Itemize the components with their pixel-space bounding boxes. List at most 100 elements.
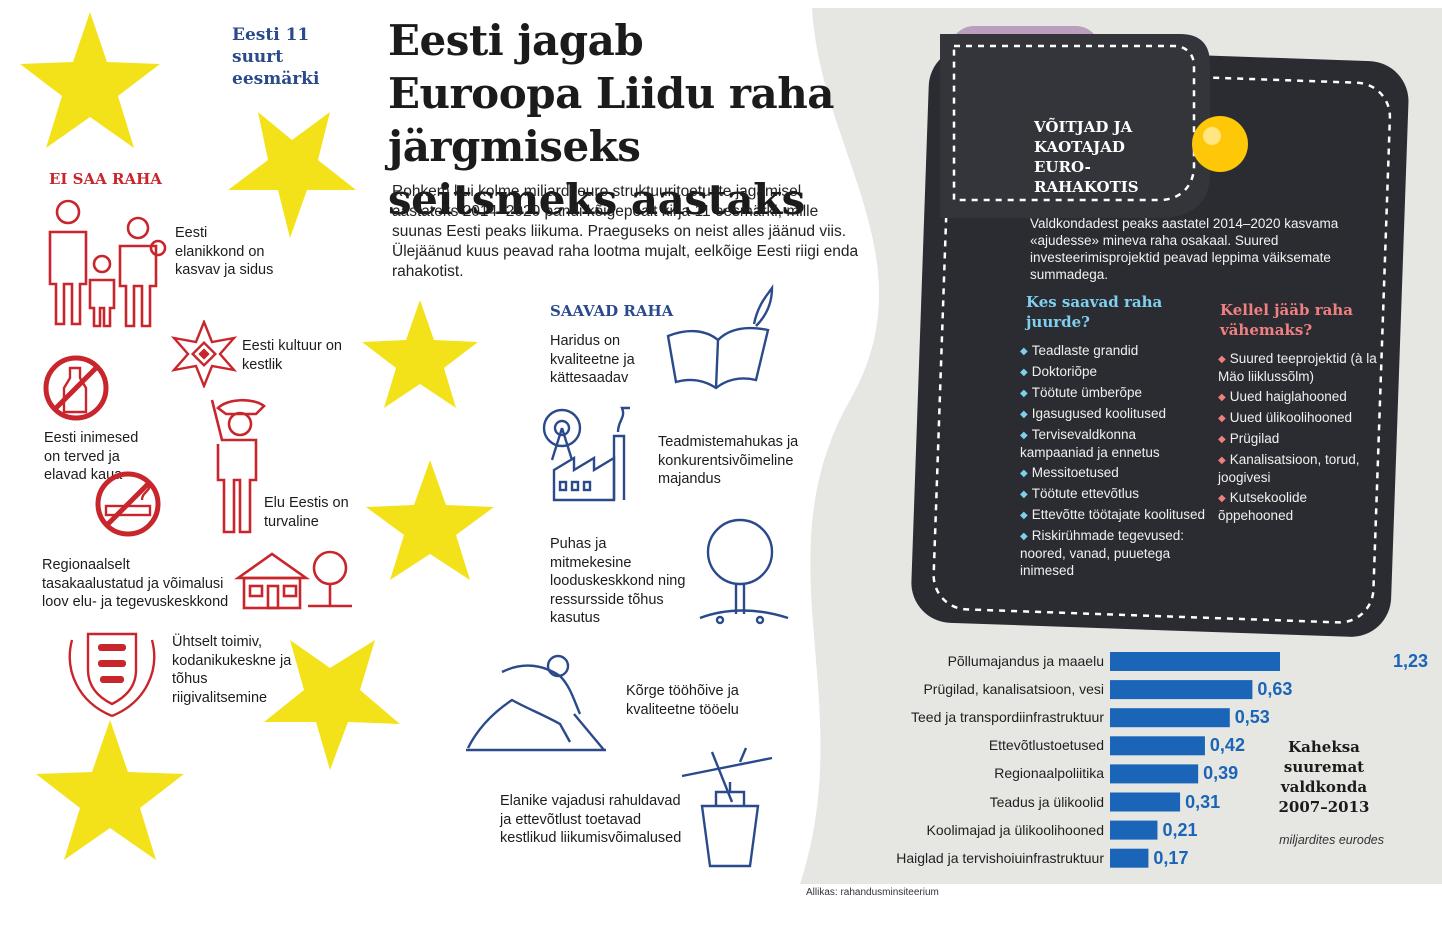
star-icon	[228, 112, 356, 238]
bullet-icon: ◆	[1218, 493, 1226, 504]
no-money-item: Ühtselt toimiv, kodanikukeskne ja tõhus …	[172, 634, 292, 706]
no-alcohol-icon	[43, 355, 109, 421]
bullet-icon: ◆	[1020, 346, 1028, 357]
bar	[1110, 736, 1205, 756]
bar-category-label: Koolimajad ja ülikoolihooned	[926, 821, 1104, 838]
wallet-list-item: ◆ Doktoriõpe	[1020, 363, 1210, 381]
intro-text: Rohkem kui kolme miljardi euro struktuur…	[392, 183, 859, 280]
no-money-item: Elu Eestis on turvaline	[264, 495, 349, 530]
star-icon	[362, 300, 478, 408]
wallet-list-item: ◆ Uued haiglahooned	[1218, 388, 1383, 406]
get-money-item: Kõrge tööhõive ja kvaliteetne tööelu	[626, 683, 739, 718]
bar	[1110, 652, 1280, 671]
get-money-item: Elanike vajadusi rahuldavad ja ettevõtlu…	[500, 793, 682, 846]
police-icon	[210, 398, 266, 534]
bar	[1110, 764, 1199, 784]
no-money-item: Eesti elanikkond on kasvav ja sidus	[175, 225, 274, 278]
bar-category-label: Haiglad ja tervishoiuinfrastruktuur	[896, 849, 1104, 866]
wallet-list-item: ◆ Uued ülikoolihooned	[1218, 409, 1383, 427]
factory-icon	[542, 406, 630, 502]
wallet-list-item: ◆ Suured teeprojektid (à la Mäo liiklussõ…	[1218, 350, 1383, 385]
winners-heading: Kes saavad raha juurde?	[1026, 293, 1163, 331]
bar-value-label: 0,42	[1209, 735, 1245, 756]
book-icon	[666, 284, 774, 390]
bar-category-label: Põllumajandus ja maaelu	[947, 653, 1104, 669]
wallet-list-item: ◆ Kanalisatsioon, torud, joogivesi	[1218, 451, 1383, 486]
wallet-list-text: Kutsekoolide õppehooned	[1218, 490, 1308, 523]
bullet-icon: ◆	[1020, 531, 1028, 542]
get-money-heading: SAAVAD RAHA	[550, 302, 674, 320]
family-icon	[48, 199, 167, 328]
chart-unit: miljardites eurodes	[1279, 833, 1384, 847]
bullet-icon: ◆	[1218, 455, 1226, 466]
bar-value-label: 0,39	[1203, 763, 1239, 784]
bar-value-label: 0,31	[1185, 791, 1221, 812]
bar	[1110, 792, 1181, 812]
wallet-list-item: ◆ Ettevõtte töötajate koolitused	[1020, 506, 1210, 524]
bar	[1110, 708, 1230, 728]
no-money-item: Eesti kultuur on kestlik	[242, 338, 342, 373]
wallet-list-text: Riskirühmade tegevused: noored, vanad, p…	[1020, 528, 1185, 578]
wallet-list-item: ◆ Prügilad	[1218, 430, 1383, 448]
goals-label: Eesti 11 suurt eesmärki	[232, 25, 320, 89]
wallet-list-text: Igasugused koolitused	[1031, 406, 1167, 421]
wallet-list-text: Uued ülikoolihooned	[1229, 410, 1353, 425]
star-icon	[20, 12, 160, 148]
bar	[1110, 848, 1149, 868]
get-money-item: Teadmistemahukas ja konkurentsivõimeline…	[658, 434, 799, 487]
bullet-icon: ◆	[1218, 434, 1226, 445]
tree-icon	[699, 518, 789, 625]
wallet-list-text: Ettevõtte töötajate koolitused	[1031, 507, 1206, 522]
bar-value-label: 0,21	[1162, 819, 1198, 840]
get-money-item: Puhas ja mitmekesine looduskeskkond ning…	[550, 536, 686, 626]
bar	[1110, 820, 1158, 840]
bar-value-label: 0,17	[1153, 847, 1189, 868]
wallet-title: VÕITJAD JA KAOTAJAD EURO-RAHAKOTIS	[1034, 118, 1139, 196]
star-icon	[36, 720, 184, 860]
winners-list: ◆ Teadlaste grandid ◆ Doktoriõpe ◆ Töötute üm…	[1020, 342, 1210, 582]
bullet-icon: ◆	[1218, 392, 1226, 403]
transport-icon	[681, 747, 773, 868]
bar-value-label: 1,23	[1393, 651, 1429, 671]
bar-category-label: Teadus ja ülikoolid	[989, 793, 1104, 810]
no-money-heading: EI SAA RAHA	[49, 170, 162, 188]
wallet-list-item: ◆ Riskirühmade tegevused: noored, vanad, …	[1020, 527, 1210, 579]
no-money-item: Regionaalselt tasakaalustatud ja võimalu…	[42, 557, 229, 610]
wallet-list-text: Uued haiglahooned	[1229, 389, 1347, 404]
bar-category-label: Ettevõtlustoetused	[988, 737, 1104, 754]
bar-category-label: Prügilad, kanalisatsioon, vesi	[923, 681, 1104, 698]
bullet-icon: ◆	[1020, 367, 1028, 378]
wallet-list-item: ◆ Töötute ümberõpe	[1020, 384, 1210, 402]
worker-icon	[466, 654, 606, 752]
bullet-icon: ◆	[1020, 468, 1028, 479]
bar	[1110, 680, 1253, 700]
wallet-button-icon	[1192, 116, 1248, 172]
bullet-icon: ◆	[1218, 413, 1226, 424]
wallet-graphic	[911, 26, 1409, 637]
wallet-list-item: ◆ Teadlaste grandid	[1020, 342, 1210, 360]
wallet-list-text: Suured teeprojektid (à la Mäo liiklussõl…	[1218, 351, 1377, 384]
wallet-list-text: Kanalisatsioon, torud, joogivesi	[1218, 452, 1360, 485]
bar-chart	[1110, 652, 1280, 868]
bullet-icon: ◆	[1020, 388, 1028, 399]
coat-of-arms-icon	[68, 632, 156, 718]
wallet-list-text: Töötute ümberõpe	[1031, 385, 1143, 400]
bullet-icon: ◆	[1020, 489, 1028, 500]
page-title: Eesti jagab Euroopa Liidu raha järgmisek…	[388, 16, 834, 224]
no-smoking-icon	[95, 471, 161, 537]
wallet-text: Valdkondadest peaks aastatel 2014–2020 k…	[1030, 216, 1339, 282]
bar-category-label: Regionaalpoliitika	[994, 765, 1104, 782]
losers-heading: Kellel jääb raha vähemaks?	[1220, 301, 1353, 339]
wallet-list-text: Tervisevaldkonna kampaaniad ja ennetus	[1020, 427, 1160, 460]
wallet-list-text: Teadlaste grandid	[1031, 343, 1139, 358]
losers-list: ◆ Suured teeprojektid (à la Mäo liiklussõ…	[1218, 350, 1383, 527]
bullet-icon: ◆	[1218, 354, 1226, 365]
wallet-list-text: Doktoriõpe	[1031, 364, 1097, 379]
bullet-icon: ◆	[1020, 430, 1028, 441]
chart-title: Kaheksa suuremat valdkonda 2007–2013	[1278, 738, 1370, 816]
wallet-list-text: Messitoetused	[1031, 465, 1119, 480]
no-money-item: Eesti inimesed on terved ja elavad kaua	[44, 430, 139, 483]
culture-icon	[170, 320, 238, 388]
star-icon	[366, 460, 494, 580]
wallet-list-item: ◆ Tervisevaldkonna kampaaniad ja ennetus	[1020, 426, 1210, 461]
